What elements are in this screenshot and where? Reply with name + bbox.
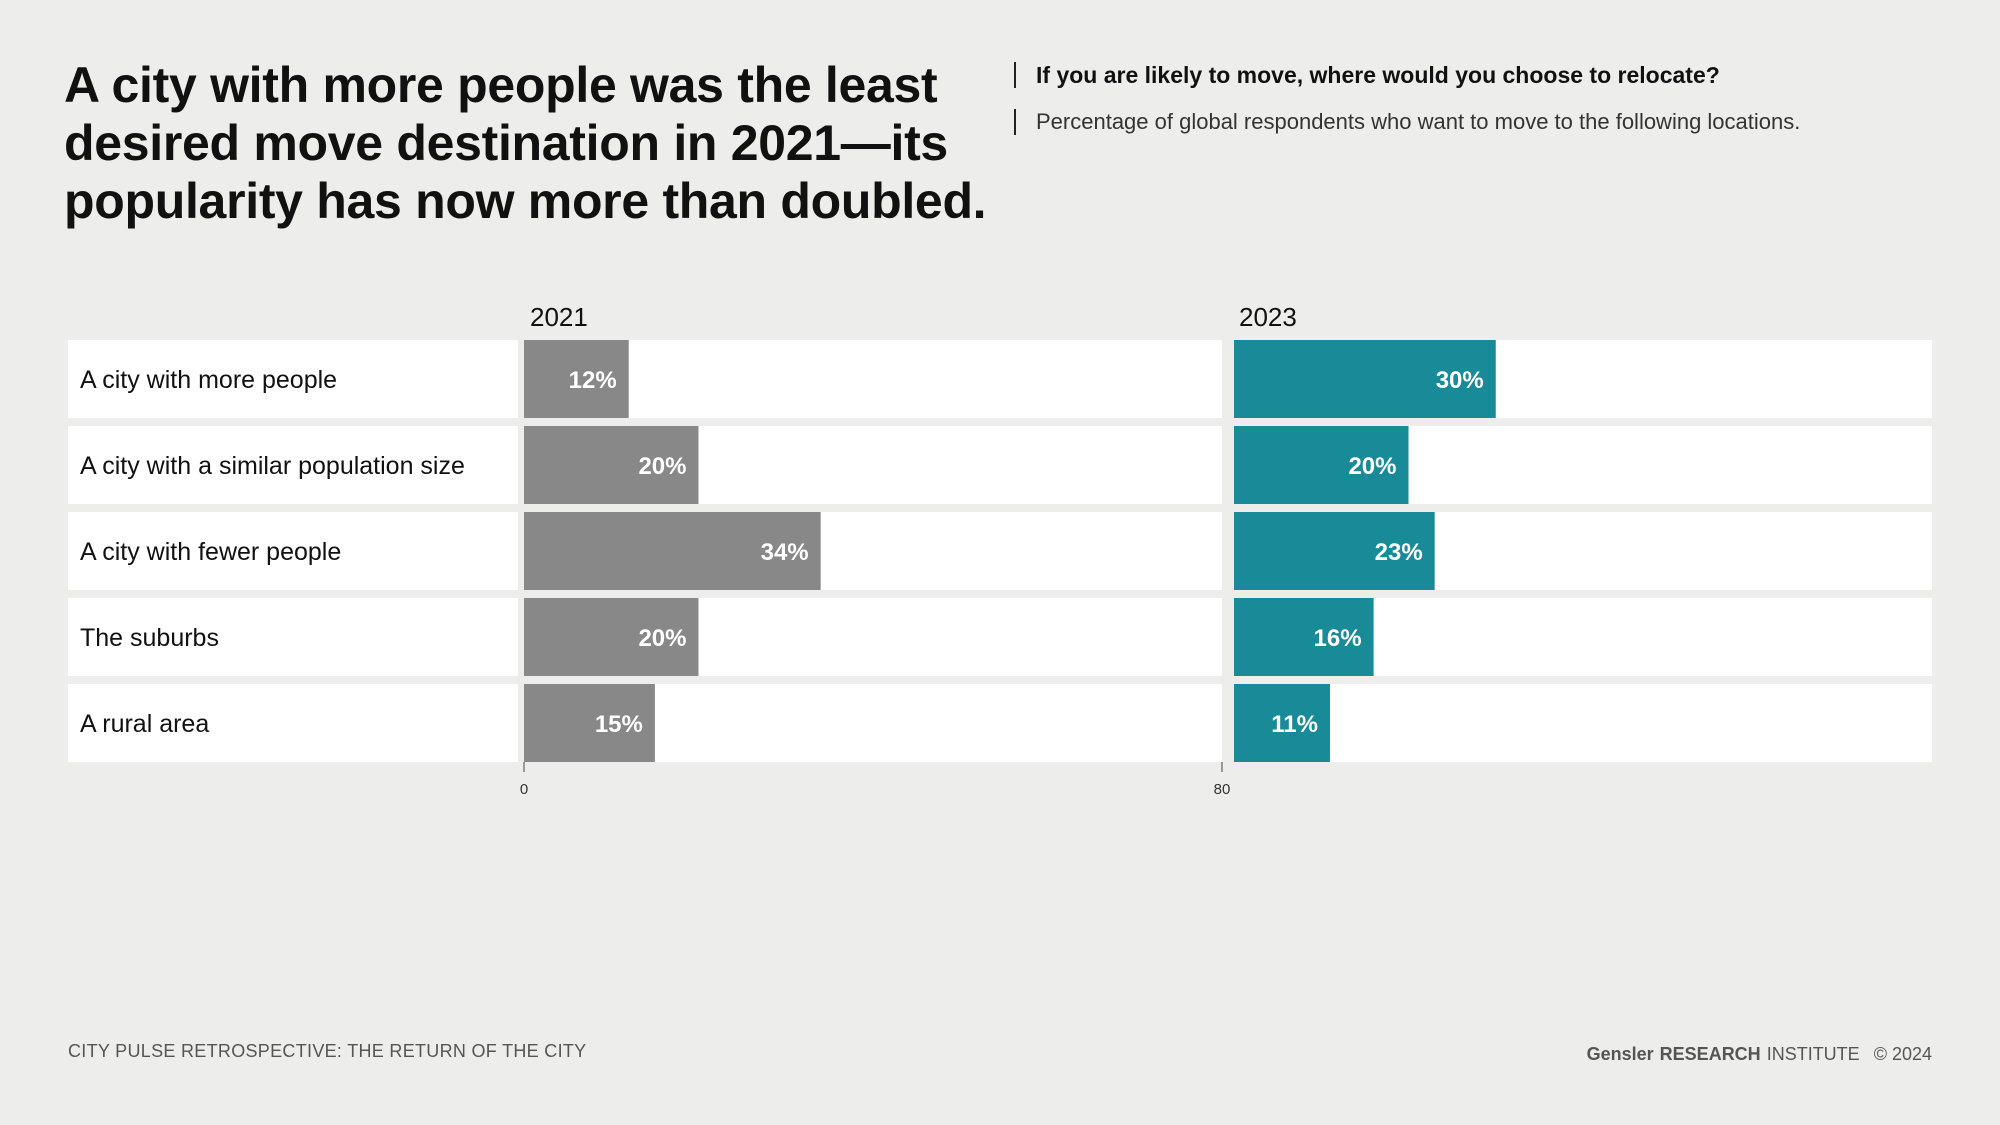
data-label-2023: 11%: [1271, 711, 1318, 738]
category-label: The suburbs: [80, 624, 219, 652]
axis-tick-label: 80: [1214, 781, 1231, 798]
data-label-2021: 20%: [638, 625, 686, 652]
footer-credit: Gensler RESEARCH INSTITUTE © 2024: [1587, 1044, 1932, 1065]
chart-subtitle: Percentage of global respondents who wan…: [1014, 109, 1800, 135]
data-label-2021: 34%: [761, 539, 809, 566]
bar-2023: [1234, 340, 1496, 418]
data-label-2023: 23%: [1375, 539, 1423, 566]
footer-research: RESEARCH: [1659, 1044, 1761, 1064]
bar-chart: A city with more people 12% 30% A city with…: [68, 340, 1932, 798]
footer-publication: CITY PULSE RETROSPECTIVE: THE RETURN OF …: [68, 1041, 587, 1061]
chart-question: If you are likely to move, where would y…: [1014, 62, 1720, 88]
row-label-cell: [68, 426, 518, 504]
bar-2021: [524, 340, 629, 418]
data-label-2023: 16%: [1314, 625, 1362, 652]
data-label-2021: 20%: [638, 453, 686, 480]
bar-2021: [524, 512, 821, 590]
series-label-2021: 2021: [530, 302, 588, 332]
chart-title: A city with more people was the least de…: [64, 57, 987, 229]
bar-2021: [524, 426, 699, 504]
row-label-cell: [68, 340, 518, 418]
footer-institute: INSTITUTE: [1766, 1044, 1860, 1064]
data-label-2023: 20%: [1348, 453, 1396, 480]
footer-brand: Gensler: [1586, 1044, 1654, 1064]
series-label-2023: 2023: [1239, 302, 1297, 332]
data-label-2023: 30%: [1436, 367, 1484, 394]
bar-track: [1234, 684, 1932, 762]
bar-2023: [1234, 598, 1374, 676]
data-label-2021: 12%: [569, 367, 617, 394]
row-label-cell: [68, 598, 518, 676]
bar-2023: [1234, 512, 1435, 590]
footer-copyright: © 2024: [1873, 1044, 1932, 1064]
axis-tick-label: 0: [520, 781, 528, 798]
bar-2023: [1234, 426, 1409, 504]
category-label: A city with more people: [80, 366, 337, 394]
row-label-cell: [68, 512, 518, 590]
row-label-cell: [68, 684, 518, 762]
category-label: A city with a similar population size: [80, 452, 465, 480]
bar-track: [524, 340, 1222, 418]
bar-2021: [524, 598, 699, 676]
bar-2023: [1234, 684, 1330, 762]
category-label: A city with fewer people: [80, 538, 341, 566]
bar-2021: [524, 684, 655, 762]
category-label: A rural area: [80, 710, 209, 738]
data-label-2021: 15%: [595, 711, 643, 738]
